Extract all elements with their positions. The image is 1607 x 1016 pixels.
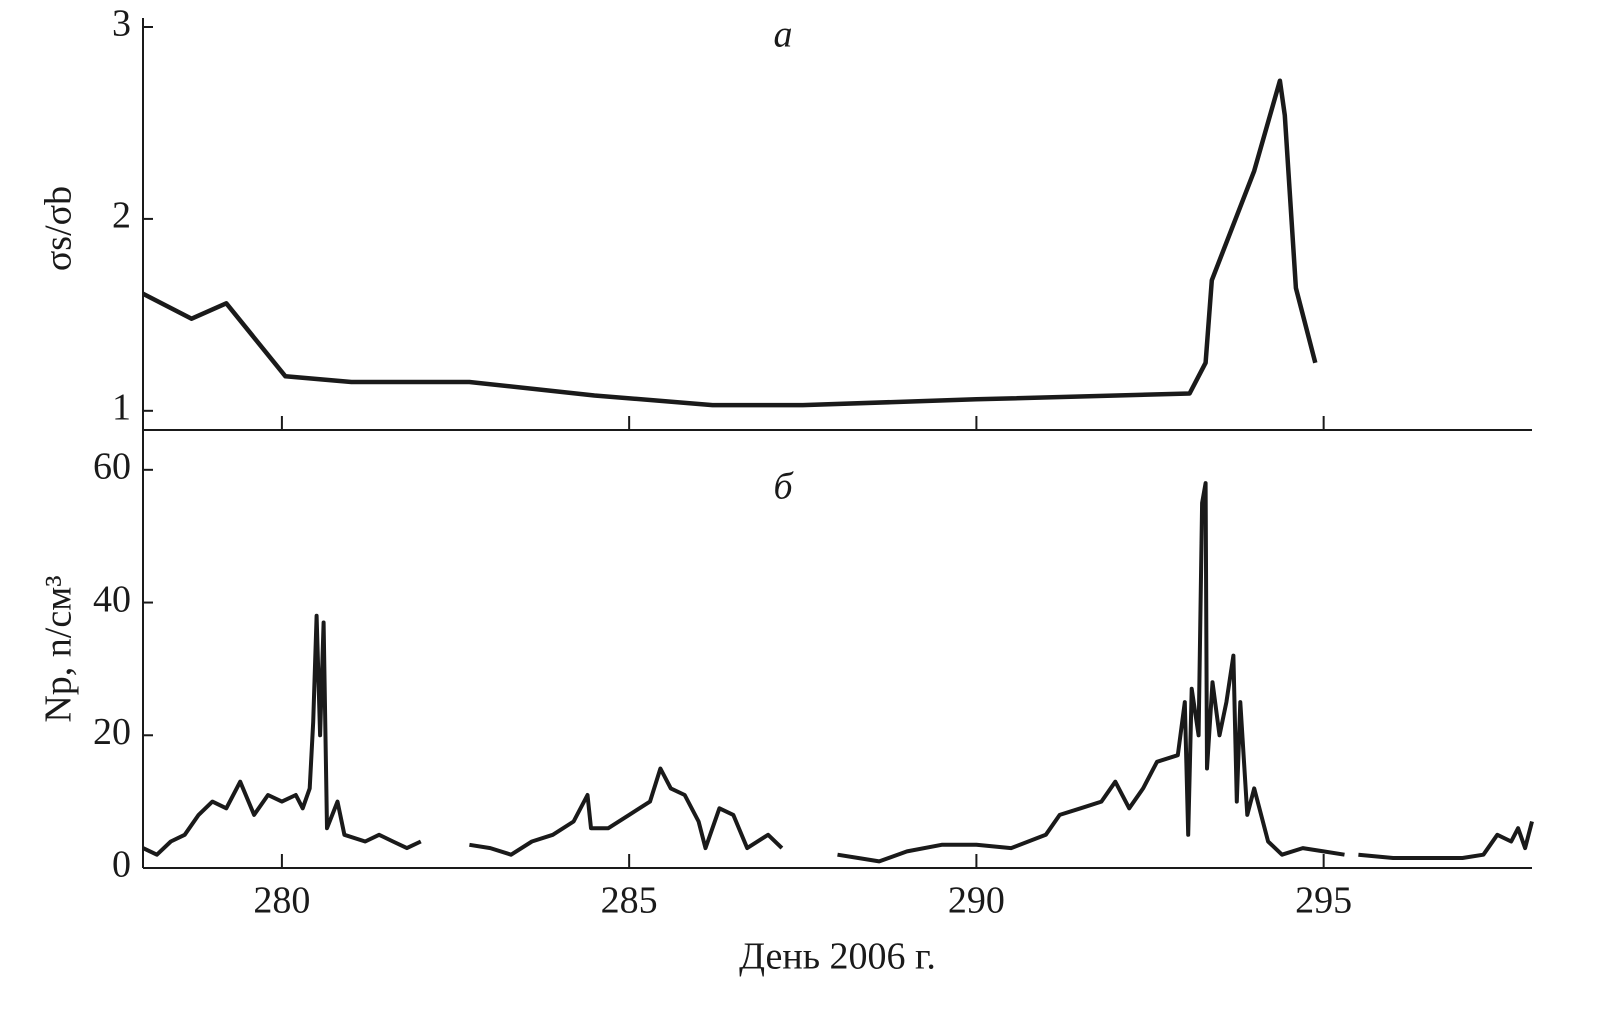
y-tick-label: 3	[112, 3, 131, 45]
y-tick-label: 40	[93, 578, 131, 620]
panel-annotation: б	[773, 466, 794, 508]
data-line	[469, 766, 784, 857]
x-tick-label: 280	[253, 880, 310, 922]
x-tick-label: 285	[601, 880, 658, 922]
y-tick-label: 2	[112, 195, 131, 237]
data-line	[141, 78, 1318, 408]
data-line	[142, 613, 422, 857]
y-tick-label: 60	[93, 446, 131, 488]
data-line	[837, 481, 1345, 864]
y-axis-label: Np, n/см³	[38, 575, 80, 722]
y-axis-label: σs/σb	[38, 186, 80, 271]
x-tick-label: 295	[1295, 880, 1352, 922]
y-tick-label: 1	[112, 387, 131, 429]
data-line	[1358, 820, 1534, 860]
x-axis-label: День 2006 г.	[739, 936, 936, 978]
y-tick-label: 0	[112, 844, 131, 886]
y-tick-label: 20	[93, 711, 131, 753]
x-tick-label: 290	[948, 880, 1005, 922]
panel-annotation: а	[774, 14, 793, 56]
